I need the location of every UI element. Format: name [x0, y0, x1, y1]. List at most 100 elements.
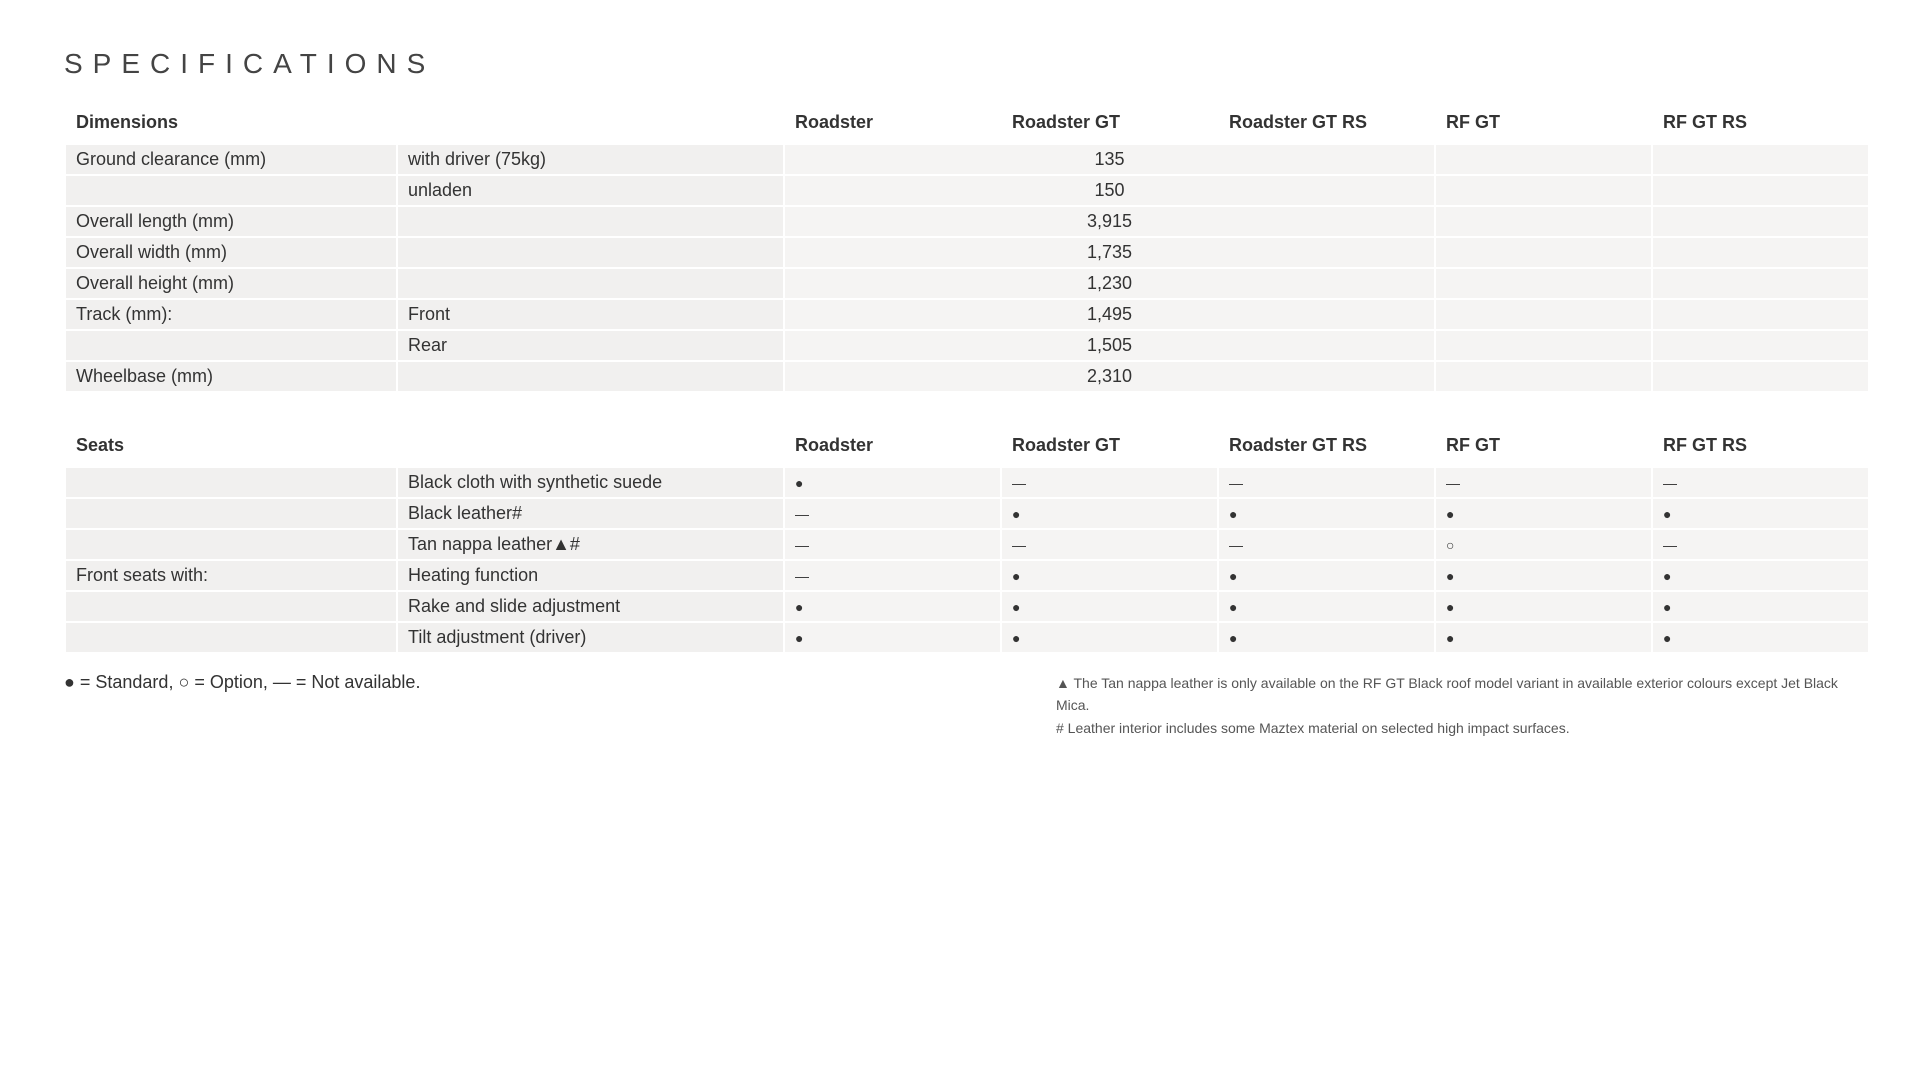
column-header: Roadster GT — [1002, 429, 1217, 466]
na-icon: — — [795, 506, 809, 522]
row-value — [1436, 207, 1651, 236]
row-sublabel — [398, 207, 783, 236]
spec-table: DimensionsRoadsterRoadster GTRoadster GT… — [64, 104, 1870, 654]
na-icon: — — [1663, 537, 1677, 553]
standard-icon: ● — [1012, 568, 1020, 584]
option-icon: ○ — [1446, 537, 1454, 553]
row-value: ● — [1002, 592, 1217, 621]
row-value — [1653, 207, 1868, 236]
legend-row: ● = Standard, ○ = Option, — = Not availa… — [64, 672, 1856, 739]
footnote-1: ▲ The Tan nappa leather is only availabl… — [1056, 672, 1856, 717]
row-label: Overall height (mm) — [66, 269, 396, 298]
table-row: Track (mm):Front1,495 — [66, 300, 1868, 329]
standard-icon: ● — [1229, 568, 1237, 584]
standard-icon: ● — [1446, 506, 1454, 522]
na-icon: — — [1229, 537, 1243, 553]
row-value: — — [1436, 468, 1651, 497]
row-sublabel: Tan nappa leather▲# — [398, 530, 783, 559]
row-value: ● — [785, 592, 1000, 621]
row-sublabel — [398, 269, 783, 298]
row-value: ● — [1002, 623, 1217, 652]
row-value — [1653, 362, 1868, 391]
row-value: 1,495 — [785, 300, 1434, 329]
legend-text: ● = Standard, ○ = Option, — = Not availa… — [64, 672, 420, 739]
section-header-row: DimensionsRoadsterRoadster GTRoadster GT… — [66, 106, 1868, 143]
page-title: SPECIFICATIONS — [64, 48, 1856, 80]
row-label: Overall width (mm) — [66, 238, 396, 267]
table-row: Front seats with:Heating function—●●●● — [66, 561, 1868, 590]
row-label — [66, 499, 396, 528]
row-label — [66, 592, 396, 621]
table-row: Overall height (mm) 1,230 — [66, 269, 1868, 298]
row-value: 150 — [785, 176, 1434, 205]
row-value: ● — [1219, 561, 1434, 590]
na-icon: — — [1663, 475, 1677, 491]
standard-icon: ● — [1446, 599, 1454, 615]
row-label: Ground clearance (mm) — [66, 145, 396, 174]
row-value: ● — [1653, 499, 1868, 528]
row-value: ● — [1436, 561, 1651, 590]
row-value: — — [785, 561, 1000, 590]
section-header: Seats — [66, 429, 783, 466]
column-header: RF GT — [1436, 429, 1651, 466]
row-sublabel: Rear — [398, 331, 783, 360]
table-row: unladen150 — [66, 176, 1868, 205]
row-label — [66, 530, 396, 559]
row-value: — — [1002, 530, 1217, 559]
row-value: ● — [1436, 623, 1651, 652]
na-icon: — — [1229, 475, 1243, 491]
row-value — [1653, 145, 1868, 174]
row-value: 1,230 — [785, 269, 1434, 298]
na-icon: — — [795, 568, 809, 584]
row-value: ● — [1002, 499, 1217, 528]
standard-icon: ● — [1446, 630, 1454, 646]
row-value: 135 — [785, 145, 1434, 174]
row-value: — — [1219, 468, 1434, 497]
footnotes: ▲ The Tan nappa leather is only availabl… — [1056, 672, 1856, 739]
table-row: Wheelbase (mm)2,310 — [66, 362, 1868, 391]
standard-icon: ● — [1446, 568, 1454, 584]
column-header: Roadster GT — [1002, 106, 1217, 143]
standard-icon: ● — [795, 599, 803, 615]
footnote-2: # Leather interior includes some Maztex … — [1056, 717, 1856, 739]
row-sublabel: Heating function — [398, 561, 783, 590]
row-value — [1436, 238, 1651, 267]
table-row: Overall length (mm) 3,915 — [66, 207, 1868, 236]
column-header: Roadster — [785, 429, 1000, 466]
row-value: ○ — [1436, 530, 1651, 559]
row-value: — — [1653, 468, 1868, 497]
section-gap-row — [66, 393, 1868, 427]
table-row: Tan nappa leather▲#———○— — [66, 530, 1868, 559]
row-value — [1653, 331, 1868, 360]
row-value: 3,915 — [785, 207, 1434, 236]
row-label: Overall length (mm) — [66, 207, 396, 236]
row-value: ● — [1436, 592, 1651, 621]
spec-page: SPECIFICATIONS DimensionsRoadsterRoadste… — [0, 0, 1920, 787]
row-label — [66, 623, 396, 652]
row-sublabel: Black cloth with synthetic suede — [398, 468, 783, 497]
row-value: 1,735 — [785, 238, 1434, 267]
row-value: — — [1002, 468, 1217, 497]
row-value: 1,505 — [785, 331, 1434, 360]
row-value: — — [785, 499, 1000, 528]
column-header: RF GT — [1436, 106, 1651, 143]
row-value: ● — [1219, 592, 1434, 621]
row-value: 2,310 — [785, 362, 1434, 391]
row-value: — — [1219, 530, 1434, 559]
row-value: ● — [1002, 561, 1217, 590]
row-value — [1436, 176, 1651, 205]
row-value — [1436, 331, 1651, 360]
column-header: RF GT RS — [1653, 106, 1868, 143]
column-header: Roadster — [785, 106, 1000, 143]
table-row: Tilt adjustment (driver)●●●●● — [66, 623, 1868, 652]
row-sublabel: Black leather# — [398, 499, 783, 528]
column-header: Roadster GT RS — [1219, 106, 1434, 143]
row-value — [1436, 269, 1651, 298]
column-header: Roadster GT RS — [1219, 429, 1434, 466]
column-header: RF GT RS — [1653, 429, 1868, 466]
section-gap — [66, 393, 1868, 427]
row-sublabel: Tilt adjustment (driver) — [398, 623, 783, 652]
na-icon: — — [1446, 475, 1460, 491]
row-label — [66, 468, 396, 497]
row-value — [1653, 238, 1868, 267]
